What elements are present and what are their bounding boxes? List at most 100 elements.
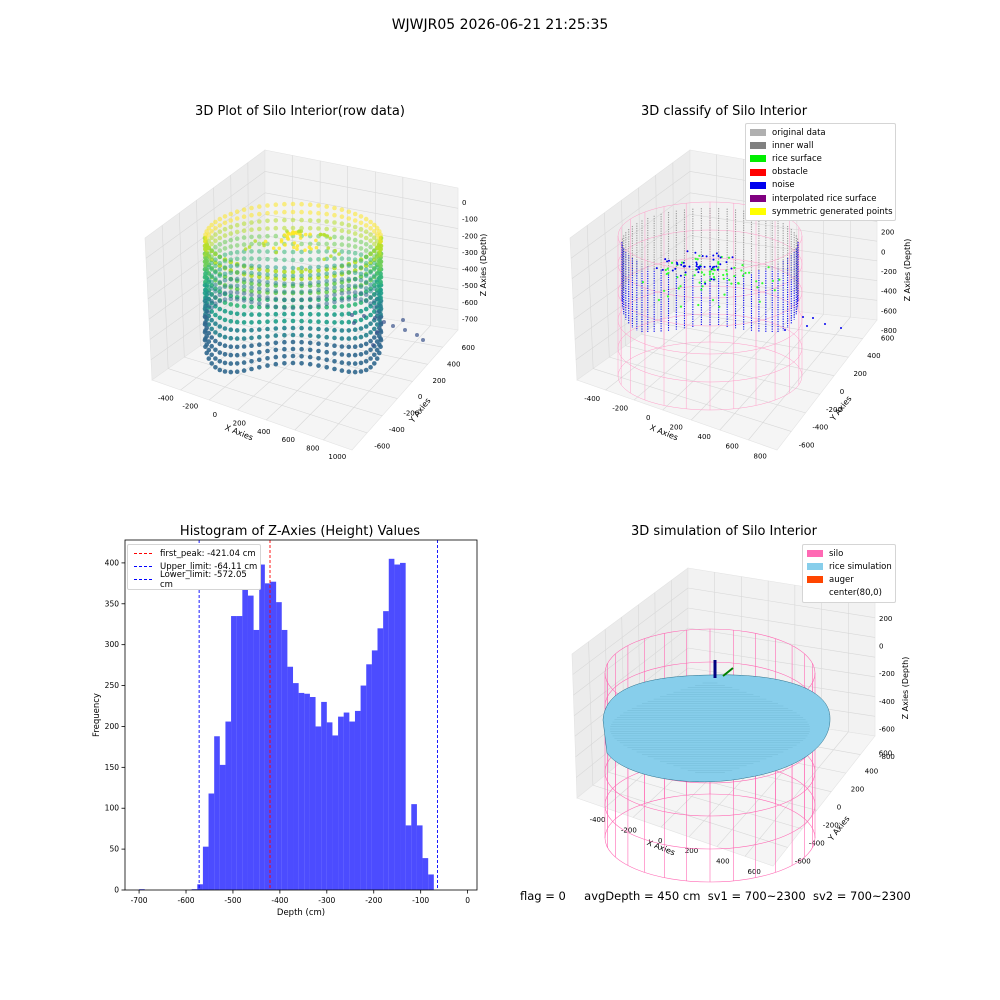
data-point (257, 249, 262, 254)
data-point (229, 218, 234, 223)
y-tick-label: 150 (105, 763, 120, 772)
histogram-bar (366, 664, 372, 890)
data-point (291, 258, 296, 263)
noise-point (672, 270, 674, 272)
data-point (340, 360, 345, 365)
data-point (257, 320, 262, 325)
data-point (299, 354, 304, 359)
noise-point (687, 250, 689, 252)
rice-surface-point (703, 274, 705, 276)
legend-swatch (750, 169, 766, 176)
data-point (368, 257, 373, 262)
data-point (274, 348, 279, 353)
histogram-bar (276, 602, 282, 890)
noise-point (689, 266, 691, 268)
data-point (218, 299, 223, 304)
data-point (218, 236, 223, 241)
data-point (353, 370, 358, 375)
data-point (372, 361, 377, 366)
data-point (372, 335, 377, 340)
legend-label: obstacle (772, 167, 808, 177)
data-point (299, 210, 304, 215)
data-point (332, 206, 337, 211)
histogram-bar (242, 589, 248, 890)
histogram-bar (310, 697, 316, 890)
data-point (291, 361, 296, 366)
data-point (316, 341, 321, 346)
data-point (274, 265, 279, 270)
data-point (375, 339, 380, 344)
data-point (257, 301, 262, 306)
data-point (282, 333, 287, 338)
outlier-point (382, 320, 386, 324)
data-point (235, 270, 240, 275)
data-point (332, 305, 337, 310)
data-point (249, 278, 254, 283)
noise-point (656, 267, 658, 269)
data-point (218, 223, 223, 228)
data-point (347, 257, 352, 262)
data-point (353, 271, 358, 276)
rice-surface-point (755, 280, 757, 282)
data-point (299, 333, 304, 338)
data-point (368, 283, 373, 288)
data-point (299, 319, 304, 324)
data-point (359, 326, 364, 331)
y-tick-label: -600 (374, 443, 390, 451)
data-point (332, 256, 337, 261)
data-point (249, 264, 254, 269)
z-tick-label: 0 (881, 248, 885, 256)
data-point (347, 236, 352, 241)
legend-entry: original data (746, 126, 895, 139)
data-point (229, 370, 234, 375)
data-point (249, 343, 254, 348)
data-point (324, 204, 329, 209)
data-point (353, 257, 358, 262)
data-point (213, 270, 218, 275)
data-point (265, 249, 270, 254)
data-point (378, 260, 383, 265)
rice-surface-point (680, 285, 682, 287)
data-point (223, 221, 228, 226)
data-point (218, 324, 223, 329)
simulation-plot-title: 3D simulation of Silo Interior (574, 524, 874, 539)
data-point (213, 301, 218, 306)
data-point (309, 247, 313, 251)
x-tick-label: 0 (465, 896, 470, 905)
data-point (223, 361, 228, 366)
y-tick-label: 200 (432, 377, 445, 385)
data-point (282, 274, 287, 279)
data-point (249, 312, 254, 317)
data-point (359, 284, 364, 289)
data-point (359, 240, 364, 245)
noise-point (685, 271, 687, 273)
data-point (229, 361, 234, 366)
histogram-bar (287, 667, 293, 890)
data-point (265, 265, 270, 270)
legend-entry: Lower_limit: -572.05 cm (128, 573, 260, 586)
z-tick-label: -800 (879, 753, 895, 761)
rice-surface-point (723, 294, 725, 296)
data-point (213, 257, 218, 262)
data-point (359, 318, 364, 323)
data-point (332, 271, 337, 276)
data-point (308, 281, 313, 286)
data-point (368, 251, 373, 256)
data-point (308, 257, 313, 262)
data-point (353, 284, 358, 289)
data-point (274, 333, 279, 338)
noise-point (697, 271, 699, 273)
data-point (209, 248, 214, 253)
legend-label: interpolated rice surface (772, 194, 877, 204)
data-point (218, 229, 223, 234)
data-point (235, 236, 240, 241)
data-point (229, 238, 234, 243)
noise-point (704, 266, 706, 268)
data-point (364, 333, 369, 338)
z-tick-label: 0 (462, 199, 466, 207)
data-point (347, 284, 352, 289)
data-point (204, 351, 209, 356)
rice-surface-point (663, 290, 665, 292)
data-point (249, 271, 254, 276)
data-point (324, 219, 329, 224)
